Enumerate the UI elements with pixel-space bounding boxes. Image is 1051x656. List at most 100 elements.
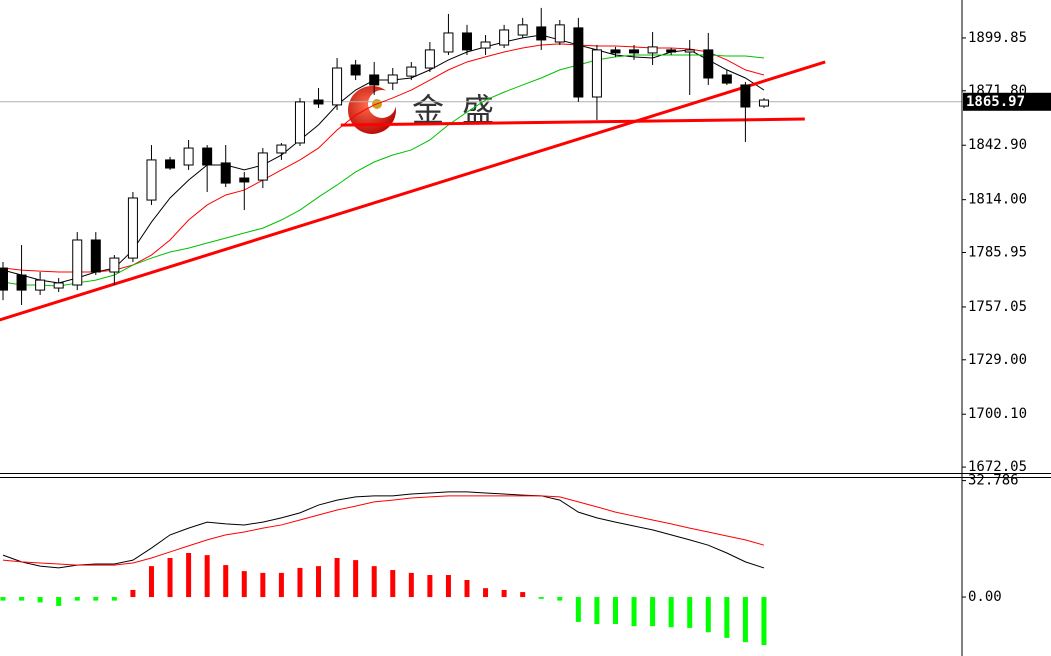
macd-bar — [668, 597, 674, 628]
candle-body — [424, 49, 435, 69]
y-tick-label: 1700.10 — [968, 406, 1027, 422]
candle-body — [591, 49, 602, 98]
candle-body — [369, 74, 380, 86]
candle-body — [276, 144, 287, 154]
last-price-box — [963, 92, 1051, 111]
candle-body — [109, 257, 120, 273]
candle-body — [517, 24, 528, 36]
macd-bar — [520, 592, 526, 598]
macd-bar — [167, 557, 173, 598]
candle-body — [684, 49, 695, 53]
moving-average — [2, 54, 765, 287]
candle-body — [610, 49, 621, 54]
candle-body — [629, 49, 640, 54]
candle-body — [257, 152, 268, 181]
macd-bar — [557, 597, 563, 601]
candle-body — [758, 99, 769, 107]
macd-bar — [186, 553, 192, 598]
y-tick-label: 0.00 — [968, 589, 1002, 605]
y-tick-label: 1672.05 — [968, 459, 1027, 475]
trend-line — [340, 117, 805, 127]
macd-bar — [724, 597, 730, 638]
logo — [348, 86, 396, 134]
candle-body — [462, 32, 472, 51]
candle-body — [313, 99, 324, 105]
candle-body — [406, 66, 417, 77]
macd-bar — [687, 597, 693, 628]
macd-bar — [316, 566, 322, 598]
macd-bar — [445, 575, 451, 598]
y-tick-label: 1899.85 — [968, 30, 1027, 46]
candle-body — [16, 274, 27, 291]
candle-body — [554, 24, 565, 43]
macd-bar — [260, 572, 266, 598]
candle-body — [536, 26, 547, 41]
macd-bar — [56, 597, 62, 606]
candle-body — [443, 32, 454, 53]
macd-bar — [575, 597, 581, 622]
macd-bar — [390, 570, 396, 598]
candle-body — [72, 239, 83, 286]
candle-body — [53, 282, 64, 289]
candle-body — [294, 101, 305, 144]
moving-average — [2, 43, 765, 273]
candle-body — [666, 49, 677, 53]
macd-bar — [483, 588, 489, 598]
trend-line — [0, 60, 826, 322]
candle-body — [0, 267, 8, 291]
candle-body — [127, 197, 138, 259]
macd-bar — [223, 565, 229, 598]
macd-bar — [74, 597, 80, 601]
macd-bar — [148, 566, 154, 598]
y-tick-label: 1814.00 — [968, 192, 1027, 208]
macd-bar — [278, 572, 284, 598]
candle-body — [703, 49, 714, 79]
candle-body — [647, 46, 658, 54]
macd-bar — [111, 597, 117, 601]
candle-body — [90, 239, 101, 273]
candle-body — [350, 64, 361, 76]
macd-bar — [241, 571, 247, 598]
last-price-label: 1865.97 — [966, 94, 1025, 110]
macd-bar — [297, 567, 303, 598]
macd-bar — [19, 597, 25, 601]
candle-body — [573, 27, 584, 98]
macd-bar — [427, 575, 433, 598]
candle-body — [183, 147, 194, 166]
macd-bar — [130, 589, 136, 598]
macd-bar — [334, 557, 340, 598]
macd-bar — [204, 555, 210, 598]
macd-bar — [594, 597, 600, 625]
y-tick-label: 32.786 — [968, 473, 1019, 489]
y-tick-label: 1785.95 — [968, 245, 1027, 261]
candle-body — [239, 177, 250, 183]
y-tick-label: 1757.05 — [968, 299, 1027, 315]
macd-bar — [353, 560, 359, 598]
macd-bar — [0, 597, 6, 601]
macd-bar — [761, 597, 767, 645]
macd-bar — [37, 597, 43, 603]
candle-body — [480, 41, 491, 49]
candle-body — [165, 159, 176, 169]
macd-bar — [501, 589, 507, 598]
candle-body — [220, 162, 231, 184]
candle-body — [202, 147, 213, 166]
candle-body — [387, 74, 398, 84]
macd-bar — [650, 597, 656, 627]
macd-bar — [631, 597, 637, 627]
macd-bar — [612, 597, 618, 625]
macd-bar — [742, 597, 748, 643]
y-tick-label: 1729.00 — [968, 352, 1027, 368]
macd-bar — [538, 597, 544, 599]
macd-bar — [464, 579, 470, 598]
candle-body — [740, 84, 751, 108]
candle-body — [721, 74, 732, 84]
macd-bar — [705, 597, 711, 633]
macd-bar — [408, 572, 414, 598]
macd-bar — [93, 597, 99, 601]
candle-body — [146, 159, 157, 201]
macd-bar — [371, 566, 377, 598]
candle-body — [35, 279, 46, 291]
